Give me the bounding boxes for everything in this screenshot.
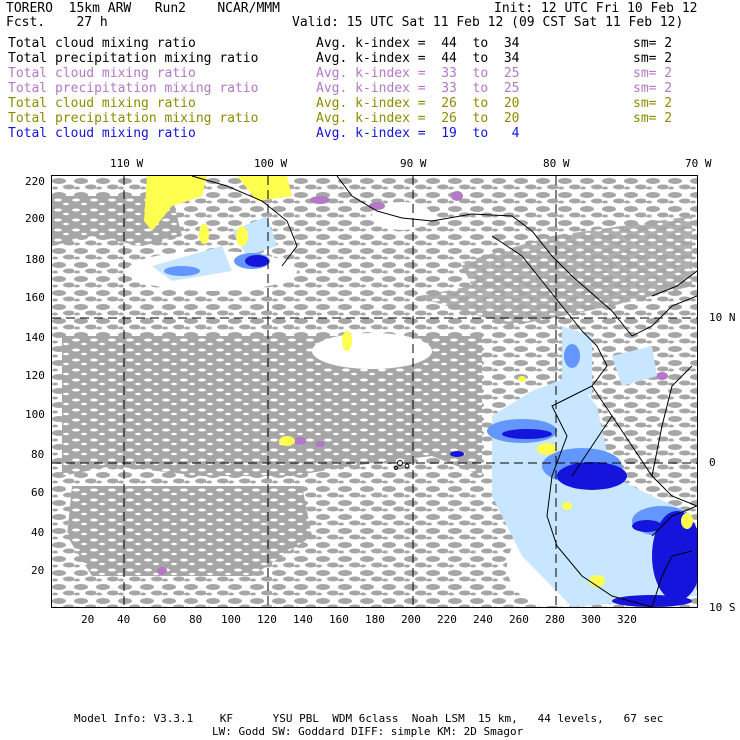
lon-label: 100 W bbox=[254, 157, 288, 170]
legend-smoothing: sm= 2 bbox=[633, 96, 673, 111]
legend-field: Total cloud mixing ratio bbox=[8, 66, 196, 81]
legend-kindex: Avg. k-index = 19 to 4 bbox=[316, 126, 520, 141]
y-tick-label: 140 bbox=[25, 331, 45, 344]
legend-kindex: Avg. k-index = 26 to 20 bbox=[316, 111, 520, 126]
legend-smoothing: sm= 2 bbox=[633, 111, 673, 126]
graticule bbox=[52, 176, 697, 607]
legend-row: Total precipitation mixing ratio Avg. k-… bbox=[8, 51, 738, 66]
legend-field: Total cloud mixing ratio bbox=[8, 96, 196, 111]
x-tick-label: 20 bbox=[81, 613, 95, 626]
legend-smoothing: sm= 2 bbox=[633, 81, 673, 96]
legend-field: Total cloud mixing ratio bbox=[8, 36, 196, 51]
legend-kindex: Avg. k-index = 26 to 20 bbox=[316, 96, 520, 111]
legend-kindex: Avg. k-index = 33 to 25 bbox=[316, 66, 520, 81]
y-tick-label: 40 bbox=[31, 526, 45, 539]
x-tick-label: 180 bbox=[365, 613, 385, 626]
x-tick-label: 60 bbox=[153, 613, 167, 626]
x-tick-label: 240 bbox=[473, 613, 493, 626]
legend-field: Total precipitation mixing ratio bbox=[8, 111, 259, 126]
legend-row: Total cloud mixing ratio Avg. k-index = … bbox=[8, 96, 738, 111]
lon-label: 70 W bbox=[685, 157, 712, 170]
legend-field: Total precipitation mixing ratio bbox=[8, 51, 259, 66]
legend-kindex: Avg. k-index = 44 to 34 bbox=[316, 51, 520, 66]
physics-info: LW: Godd SW: Goddard DIFF: simple KM: 2D… bbox=[212, 725, 524, 738]
init-time: Init: 12 UTC Fri 10 Feb 12 bbox=[494, 1, 698, 16]
x-tick-label: 220 bbox=[437, 613, 457, 626]
legend-row: Total precipitation mixing ratio Avg. k-… bbox=[8, 111, 738, 126]
x-tick-label: 260 bbox=[509, 613, 529, 626]
map-panel bbox=[51, 175, 702, 608]
legend-smoothing: sm= 2 bbox=[633, 51, 673, 66]
x-tick-label: 100 bbox=[221, 613, 241, 626]
model-info: Model Info: V3.3.1 KF YSU PBL WDM 6class… bbox=[74, 712, 664, 725]
valid-time: Valid: 15 UTC Sat 11 Feb 12 (09 CST Sat … bbox=[292, 15, 684, 30]
lat-label: 10 S bbox=[709, 601, 736, 614]
forecast-hour: Fcst. 27 h bbox=[6, 15, 108, 30]
cloud-field-blue bbox=[152, 216, 702, 607]
y-tick-label: 180 bbox=[25, 253, 45, 266]
x-tick-label: 120 bbox=[257, 613, 277, 626]
y-tick-label: 120 bbox=[25, 369, 45, 382]
x-tick-label: 280 bbox=[545, 613, 565, 626]
x-tick-label: 160 bbox=[329, 613, 349, 626]
lon-label: 110 W bbox=[110, 157, 144, 170]
model-title: TORERO 15km ARW Run2 NCAR/MMM bbox=[6, 1, 280, 16]
map-canvas bbox=[52, 175, 702, 608]
legend-kindex: Avg. k-index = 33 to 25 bbox=[316, 81, 520, 96]
y-tick-label: 220 bbox=[25, 175, 45, 188]
legend-field: Total precipitation mixing ratio bbox=[8, 81, 259, 96]
y-tick-label: 20 bbox=[31, 564, 45, 577]
y-tick-label: 60 bbox=[31, 486, 45, 499]
legend-field: Total cloud mixing ratio bbox=[8, 126, 196, 141]
legend-smoothing: sm= 2 bbox=[633, 66, 673, 81]
y-tick-label: 160 bbox=[25, 291, 45, 304]
y-tick-label: 100 bbox=[25, 408, 45, 421]
lon-label: 80 W bbox=[543, 157, 570, 170]
legend-row: Total cloud mixing ratio Avg. k-index = … bbox=[8, 126, 738, 141]
lat-label: 10 N bbox=[709, 311, 736, 324]
x-tick-label: 300 bbox=[581, 613, 601, 626]
lon-label: 90 W bbox=[400, 157, 427, 170]
lat-label: 0 bbox=[709, 456, 716, 469]
x-tick-label: 80 bbox=[189, 613, 203, 626]
legend-kindex: Avg. k-index = 44 to 34 bbox=[316, 36, 520, 51]
legend-smoothing: sm= 2 bbox=[633, 36, 673, 51]
x-tick-label: 320 bbox=[617, 613, 637, 626]
coastlines bbox=[191, 175, 698, 608]
legend-row: Total precipitation mixing ratio Avg. k-… bbox=[8, 81, 738, 96]
cloud-field-yellow bbox=[144, 176, 693, 587]
y-tick-label: 200 bbox=[25, 212, 45, 225]
y-tick-label: 80 bbox=[31, 448, 45, 461]
x-tick-label: 40 bbox=[117, 613, 131, 626]
legend-row: Total cloud mixing ratio Avg. k-index = … bbox=[8, 66, 738, 81]
x-tick-label: 140 bbox=[293, 613, 313, 626]
legend-row: Total cloud mixing ratio Avg. k-index = … bbox=[8, 36, 738, 51]
x-tick-label: 200 bbox=[401, 613, 421, 626]
